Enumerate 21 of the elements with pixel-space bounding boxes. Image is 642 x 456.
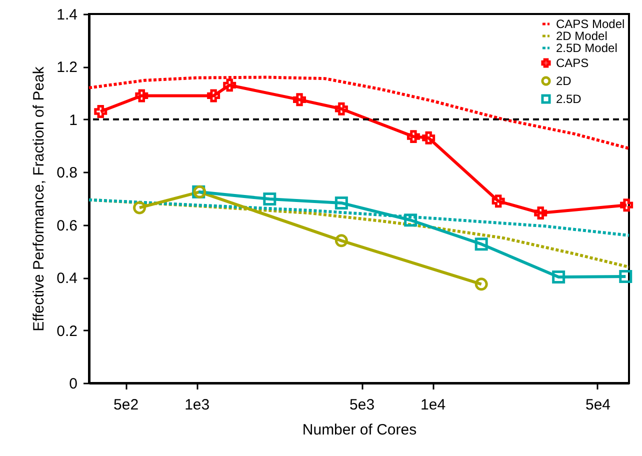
legend-label: 2.5D (556, 92, 582, 106)
x-tick-label: 5e4 (585, 396, 611, 414)
legend-label: 2D Model (556, 29, 608, 43)
y-tick-label: 0.2 (56, 322, 78, 340)
legend-label: CAPS (556, 56, 589, 70)
legend-label: 2D (556, 74, 572, 88)
x-axis-title: Number of Cores (302, 422, 417, 438)
legend-label: 2.5D Model (556, 41, 618, 55)
x-tick-label: 1e4 (420, 396, 446, 414)
x-tick-label: 5e2 (114, 396, 139, 414)
y-tick-label: 1.2 (56, 59, 78, 76)
y-tick-label: 0 (69, 376, 78, 392)
y-axis-title: Effective Performance, Fraction of Peak (30, 66, 48, 332)
y-tick-label: 0.4 (56, 270, 78, 288)
x-tick-label: 1e3 (184, 396, 210, 414)
y-tick-label: 0.8 (56, 164, 78, 182)
y-tick-label: 1 (69, 112, 78, 129)
x-tick-label: 5e3 (350, 396, 375, 414)
y-tick-label: 0.6 (56, 217, 78, 234)
legend-label: CAPS Model (556, 17, 625, 31)
y-tick-label: 1.4 (56, 6, 78, 24)
